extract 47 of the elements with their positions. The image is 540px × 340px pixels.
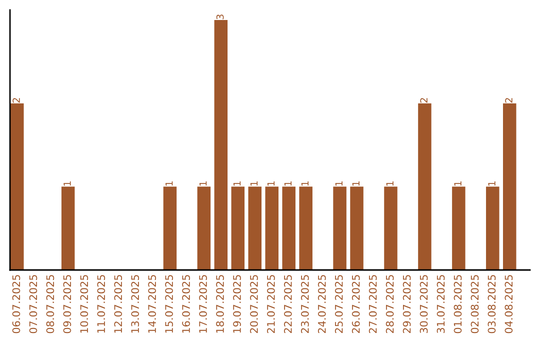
x-tick-label: 28.07.2025 (386, 275, 394, 334)
x-tick-label: 27.07.2025 (368, 275, 377, 334)
x-tick-label: 14.07.2025 (148, 275, 156, 333)
x-tick-label: 25.07.2025 (334, 275, 343, 334)
x-tick-label: 20.07.2025 (250, 275, 258, 334)
x-tick-label: 12.07.2025 (114, 275, 122, 333)
x-tick-label: 13.07.2025 (131, 275, 140, 333)
data-label: 1 (234, 181, 241, 186)
x-tick-label: 02.08.2025 (470, 275, 479, 334)
data-label: 2 (505, 98, 512, 103)
x-tick-label: 16.07.2025 (182, 275, 190, 333)
data-label: 1 (284, 181, 292, 186)
x-tick-label: 01.08.2025 (454, 275, 462, 334)
data-label: 1 (267, 181, 275, 186)
x-tick-label: 31.07.2025 (436, 275, 445, 334)
x-tick-label: 11.07.2025 (97, 275, 106, 333)
data-label: 1 (64, 181, 71, 186)
data-label: 1 (301, 181, 309, 186)
data-label: 1 (200, 181, 207, 186)
x-tick-label: 18.07.2025 (216, 275, 224, 333)
x-tick-label: 10.07.2025 (80, 275, 88, 333)
x-tick-label: 07.07.2025 (29, 275, 38, 334)
data-label: 2 (12, 98, 20, 103)
x-tick-label: 26.07.2025 (352, 275, 360, 334)
x-tick-label: 09.07.2025 (63, 275, 72, 334)
x-tick-label: 04.08.2025 (504, 275, 513, 334)
x-tick-label: 22.07.2025 (284, 275, 292, 334)
x-tick-label: 15.07.2025 (165, 275, 173, 333)
x-tick-label: 08.07.2025 (46, 275, 54, 334)
data-label: 1 (488, 181, 496, 186)
data-label: 1 (250, 181, 258, 186)
data-label: 1 (454, 181, 462, 186)
x-tick-label: 03.08.2025 (488, 275, 496, 334)
x-tick-label: 17.07.2025 (199, 275, 207, 333)
x-tick-label: 21.07.2025 (267, 275, 275, 334)
data-label: 2 (420, 98, 428, 103)
data-label: 1 (352, 181, 360, 186)
x-tick-label: 19.07.2025 (233, 275, 241, 333)
data-label: 1 (335, 181, 342, 186)
data-label: 3 (216, 14, 224, 20)
x-tick-label: 30.07.2025 (420, 275, 428, 334)
x-tick-label: 24.07.2025 (318, 275, 326, 334)
x-tick-label: 29.07.2025 (402, 275, 411, 334)
x-tick-label: 23.07.2025 (300, 275, 309, 334)
data-label: 1 (166, 181, 173, 186)
data-label: 1 (386, 181, 394, 186)
x-tick-label: 06.07.2025 (12, 275, 20, 334)
